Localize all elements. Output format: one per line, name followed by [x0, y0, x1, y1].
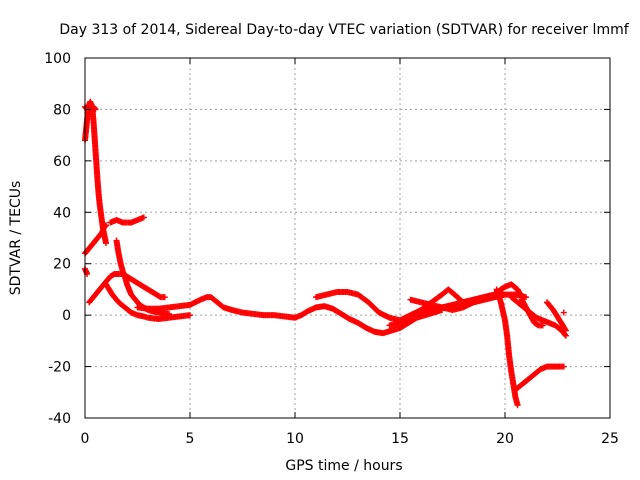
series-track-5 [107, 214, 147, 226]
x-tick-label: 25 [601, 431, 619, 447]
data-point [560, 363, 567, 370]
data-point [562, 331, 569, 338]
data-point [161, 294, 168, 301]
series-track-14 [493, 286, 521, 409]
series-track-15 [512, 363, 567, 393]
y-axis-label: SDTVAR / TECUs [8, 181, 24, 296]
y-tick-label: 60 [53, 154, 71, 170]
axis-ticks: 0 5 10 15 20 25 -40 -20 0 20 40 60 80 100 [44, 51, 619, 447]
data-point [562, 332, 569, 339]
data-point [562, 327, 569, 334]
data-point [502, 291, 508, 298]
y-tick-label: 80 [53, 102, 71, 118]
data-point [560, 309, 567, 316]
series-track-19 [560, 309, 567, 316]
y-tick-label: -40 [48, 411, 71, 427]
data-point [514, 402, 521, 409]
x-tick-label: 20 [496, 431, 514, 447]
y-tick-label: 100 [44, 51, 71, 67]
grid [85, 58, 610, 418]
x-tick-label: 15 [391, 431, 409, 447]
x-tick-label: 5 [186, 431, 195, 447]
data-points [82, 98, 569, 409]
series-track-17 [518, 296, 546, 329]
series-track-2 [82, 98, 109, 247]
y-tick-label: -20 [48, 360, 71, 376]
x-tick-label: 10 [286, 431, 304, 447]
y-tick-label: 20 [53, 257, 71, 273]
x-axis-label: GPS time / hours [285, 458, 402, 474]
data-point [103, 240, 109, 247]
data-point [140, 214, 147, 221]
chart-title: Day 313 of 2014, Sidereal Day-to-day VTE… [59, 22, 629, 38]
plot-frame [84, 57, 611, 419]
series-track-18 [544, 299, 569, 334]
y-tick-label: 0 [62, 308, 71, 324]
series-track-4 [82, 265, 91, 277]
y-tick-label: 40 [53, 205, 71, 221]
data-point [92, 106, 99, 113]
data-point [539, 322, 546, 329]
data-point [187, 312, 193, 319]
series-track-8 [103, 281, 193, 322]
x-tick-label: 0 [81, 431, 90, 447]
